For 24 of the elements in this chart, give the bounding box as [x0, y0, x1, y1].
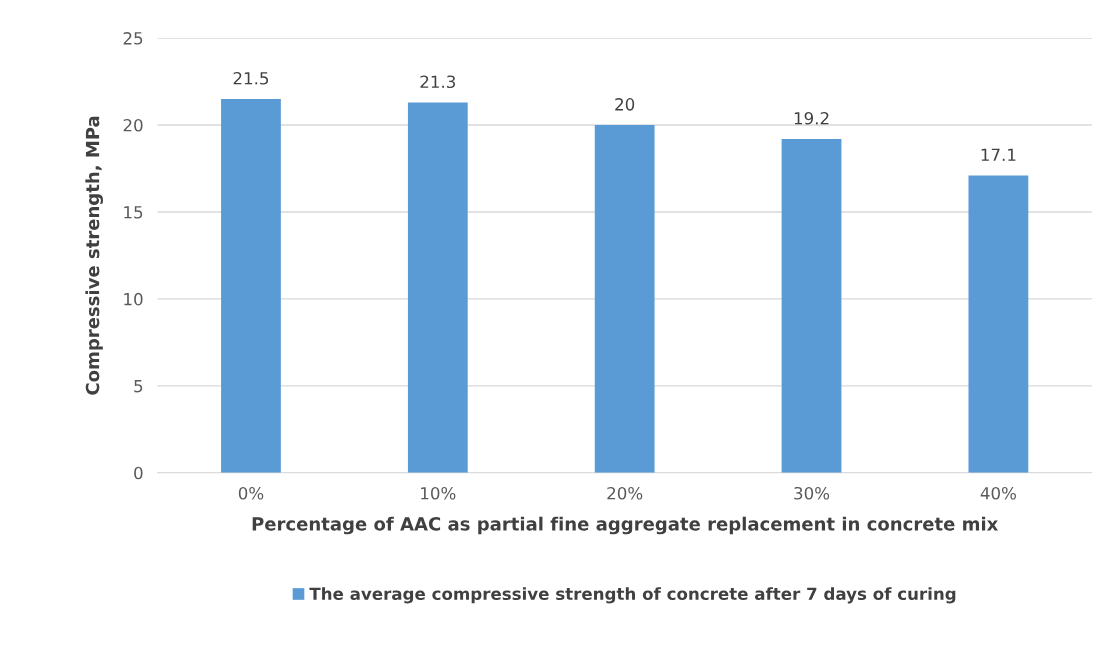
data-label: 21.3 [420, 75, 456, 89]
y-tick-label: 25 [123, 32, 143, 45]
legend-label: The average compressive strength of concrete after 7 days of curing [309, 587, 956, 604]
x-axis-title: Percentage of AAC as partial fine aggregate replacement in concrete mix [252, 516, 999, 535]
x-tick-label: 0% [238, 486, 264, 500]
data-label: 19.2 [794, 111, 829, 125]
y-tick-label: 10 [124, 292, 143, 306]
x-tick-label: 10% [421, 486, 456, 500]
bar [594, 125, 655, 473]
y-axis-title: Compressive strength, MPa [85, 116, 103, 395]
bar [781, 138, 842, 473]
bar [968, 175, 1029, 473]
y-tick-label: 0 [134, 466, 143, 480]
x-tick-label: 40% [980, 486, 1016, 500]
data-label: 20 [615, 98, 635, 111]
bar [407, 102, 468, 473]
data-label: 21.5 [233, 71, 269, 85]
bar [221, 98, 281, 473]
y-tick-label: 15 [124, 206, 143, 219]
y-tick-label: 5 [134, 380, 143, 393]
data-label: 17.1 [981, 148, 1016, 161]
y-tick-label: 20 [123, 118, 143, 132]
x-tick-label: 30% [794, 486, 830, 500]
x-tick-label: 20% [607, 486, 643, 500]
